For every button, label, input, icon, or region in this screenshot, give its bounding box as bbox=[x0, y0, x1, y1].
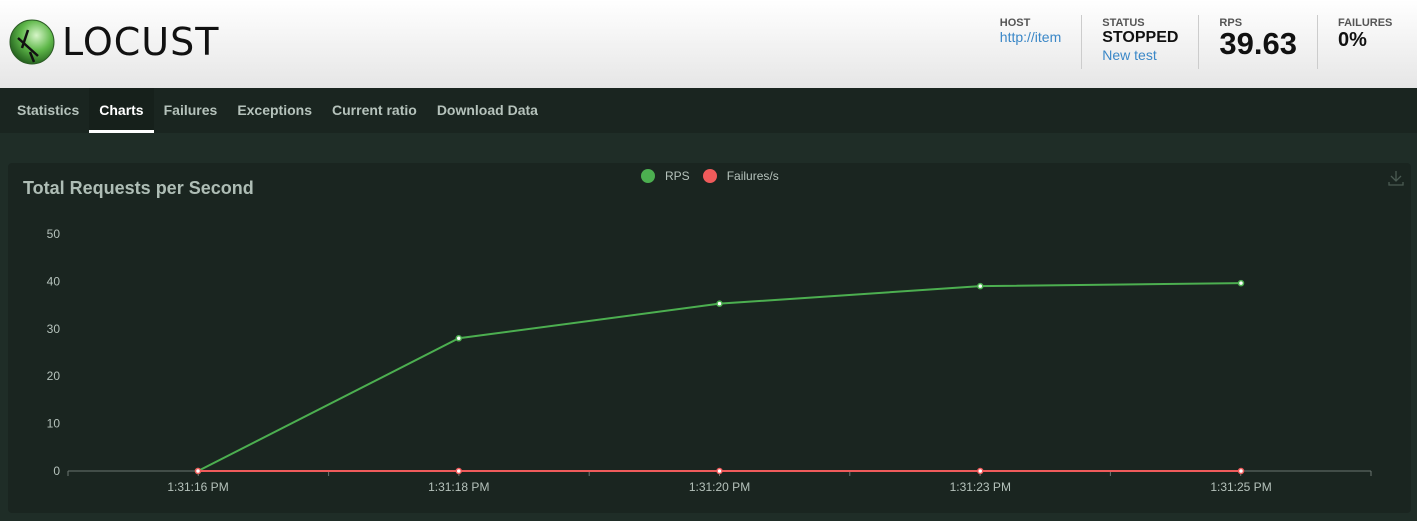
rps-stat: RPS 39.63 bbox=[1198, 15, 1317, 69]
locust-logo[interactable]: LOCUST bbox=[8, 18, 219, 66]
rps-series-line bbox=[197, 282, 1242, 472]
tab-bar: Statistics Charts Failures Exceptions Cu… bbox=[0, 88, 1417, 133]
failures-stat: FAILURES 0% bbox=[1317, 15, 1417, 69]
rps-label: RPS bbox=[1219, 17, 1243, 29]
y-tick-label: 30 bbox=[47, 322, 61, 336]
legend-rps-label[interactable]: RPS bbox=[665, 169, 690, 183]
rps-chart: 0 10 20 30 40 50 1:31:16 PM 1:31:18 PM 1:31:20 P… bbox=[47, 227, 1372, 494]
logo-text: LOCUST bbox=[62, 20, 220, 64]
host-link[interactable]: http://item bbox=[999, 29, 1062, 45]
rps-data-point bbox=[455, 335, 462, 342]
rps-data-point bbox=[977, 282, 984, 290]
tab-current-ratio[interactable]: Current ratio bbox=[332, 102, 417, 118]
locust-logo-icon bbox=[9, 19, 55, 65]
tab-exceptions[interactable]: Exceptions bbox=[237, 102, 313, 118]
status-stat: STATUS STOPPED New test bbox=[1081, 15, 1198, 69]
failures-label: FAILURES bbox=[1338, 17, 1393, 29]
tab-failures[interactable]: Failures bbox=[163, 102, 218, 118]
x-tick-label: 1:31:23 PM bbox=[950, 480, 1011, 494]
tab-charts[interactable]: Charts bbox=[89, 88, 154, 133]
y-tick-label: 50 bbox=[47, 227, 61, 241]
chart-legend: RPS Failures/s bbox=[641, 169, 792, 183]
y-tick-label: 40 bbox=[47, 274, 61, 288]
y-tick-label: 20 bbox=[47, 369, 61, 383]
status-value: STOPPED bbox=[1102, 29, 1179, 46]
x-tick-label: 1:31:25 PM bbox=[1210, 480, 1271, 494]
tab-download-data[interactable]: Download Data bbox=[436, 102, 538, 118]
x-tick-label: 1:31:20 PM bbox=[689, 480, 750, 494]
rps-value: 39.63 bbox=[1219, 26, 1297, 61]
status-label: STATUS bbox=[1102, 17, 1145, 29]
legend-failures-marker[interactable] bbox=[702, 169, 717, 183]
failures-value: 0% bbox=[1338, 29, 1367, 51]
failures-s-data-point bbox=[194, 467, 202, 475]
stats-bar: HOST http://item STATUS STOPPED New test… bbox=[980, 15, 1417, 69]
rps-data-point bbox=[1237, 279, 1245, 287]
host-stat: HOST http://item bbox=[980, 15, 1081, 69]
failures-s-data-point bbox=[455, 467, 462, 475]
host-label: HOST bbox=[999, 17, 1031, 29]
legend-rps-marker[interactable] bbox=[641, 169, 655, 183]
y-tick-label: 0 bbox=[53, 464, 60, 478]
rps-data-point bbox=[716, 300, 723, 307]
new-test-link[interactable]: New test bbox=[1102, 47, 1157, 63]
failures-s-data-point bbox=[716, 467, 723, 475]
legend-failures-label[interactable]: Failures/s bbox=[726, 169, 779, 183]
failures-s-data-point bbox=[1237, 467, 1245, 475]
y-tick-label: 10 bbox=[47, 417, 61, 431]
download-icon[interactable] bbox=[1387, 169, 1405, 187]
x-tick-label: 1:31:18 PM bbox=[428, 480, 489, 494]
header: LOCUST HOST http://item STATUS STOPPED N… bbox=[0, 0, 1417, 88]
tab-statistics[interactable]: Statistics bbox=[17, 102, 80, 118]
x-tick-label: 1:31:16 PM bbox=[167, 480, 228, 494]
chart-card: 0 10 20 30 40 50 1:31:16 PM 1:31:18 PM 1:31:20 P… bbox=[8, 163, 1411, 513]
chart-title: Total Requests per Second bbox=[23, 178, 254, 198]
failures-s-data-point bbox=[977, 467, 984, 475]
